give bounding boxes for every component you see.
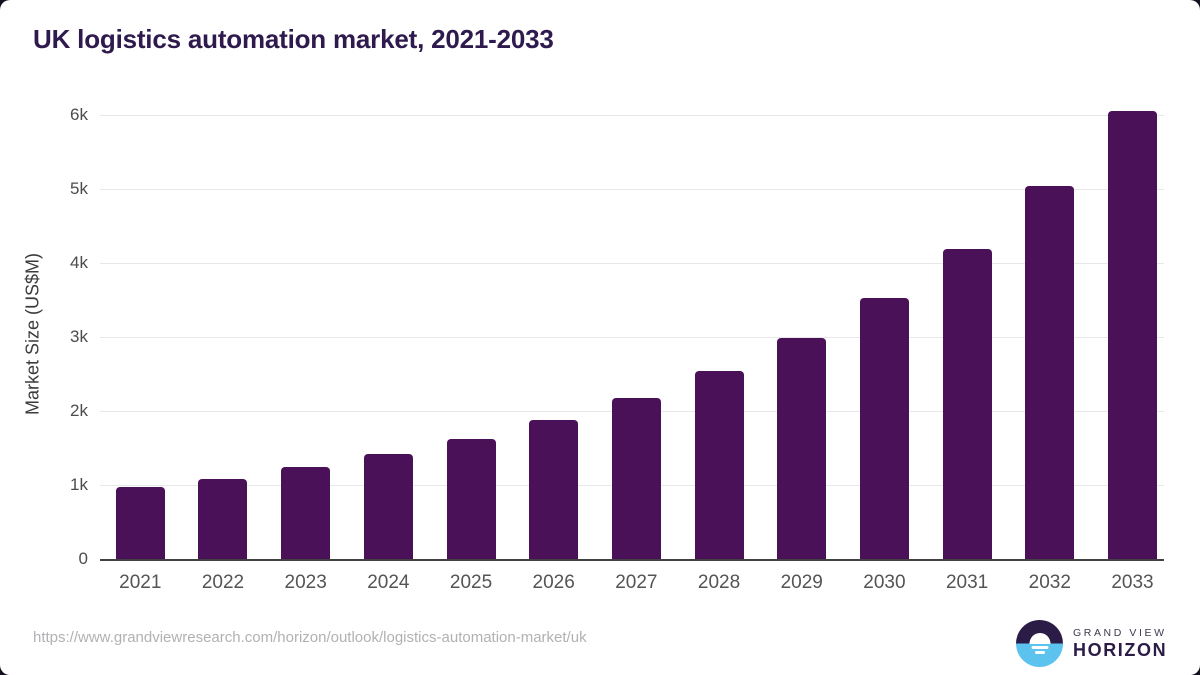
x-tick-label: 2031 [945, 572, 989, 593]
bar-2028[interactable] [694, 371, 744, 559]
y-tick-label: 3k [70, 327, 88, 346]
sun-shape [1029, 633, 1050, 644]
bar-2029[interactable] [777, 338, 827, 559]
x-tick-label: 2023 [284, 572, 327, 593]
bar-2030[interactable] [859, 298, 909, 559]
gridline [100, 263, 1164, 264]
x-tick-label: 2032 [1028, 572, 1071, 593]
water-reflection-line [1034, 651, 1045, 655]
plot-area [100, 108, 1164, 561]
grand-view-horizon-logo: GRAND VIEW HORIZON [1016, 620, 1167, 667]
x-tick-label: 2029 [780, 572, 823, 593]
logo-text: GRAND VIEW HORIZON [1073, 627, 1167, 661]
bar-2022[interactable] [198, 478, 248, 559]
bar-2031[interactable] [942, 248, 992, 559]
water-reflection-line [1031, 645, 1048, 650]
x-tick-label: 2021 [119, 572, 162, 593]
y-tick-label: 1k [70, 475, 88, 494]
bar-2021[interactable] [115, 487, 165, 559]
gridline [100, 115, 1164, 116]
source-url-text: https://www.grandviewresearch.com/horizo… [33, 629, 587, 646]
y-tick-label: 4k [70, 253, 88, 272]
logo-text-horizon: HORIZON [1073, 639, 1168, 660]
chart-title: UK logistics automation market, 2021-203… [33, 24, 554, 54]
bar-2033[interactable] [1107, 111, 1157, 559]
gridline [100, 337, 1164, 338]
sun-over-water-icon [1016, 620, 1063, 667]
bar-2023[interactable] [281, 466, 331, 559]
x-tick-label: 2033 [1111, 572, 1154, 593]
y-tick-label: 5k [70, 179, 88, 198]
bar-2027[interactable] [611, 398, 661, 559]
bar-2025[interactable] [446, 439, 496, 559]
bar-2032[interactable] [1025, 186, 1075, 559]
x-tick-label: 2026 [532, 572, 575, 593]
x-tick-label: 2027 [615, 572, 658, 593]
x-tick-label: 2022 [201, 572, 245, 593]
logo-text-grand-view: GRAND VIEW [1073, 626, 1167, 639]
bar-2024[interactable] [363, 453, 413, 559]
bar-2026[interactable] [529, 419, 579, 559]
x-tick-label: 2025 [449, 572, 493, 593]
y-tick-label: 6k [70, 105, 88, 124]
x-tick-label: 2030 [863, 572, 906, 593]
y-tick-label: 2k [70, 401, 88, 420]
gridline [100, 189, 1164, 190]
x-tick-label: 2024 [367, 572, 410, 593]
x-tick-label: 2028 [697, 572, 741, 593]
y-tick-label: 0 [78, 549, 88, 568]
